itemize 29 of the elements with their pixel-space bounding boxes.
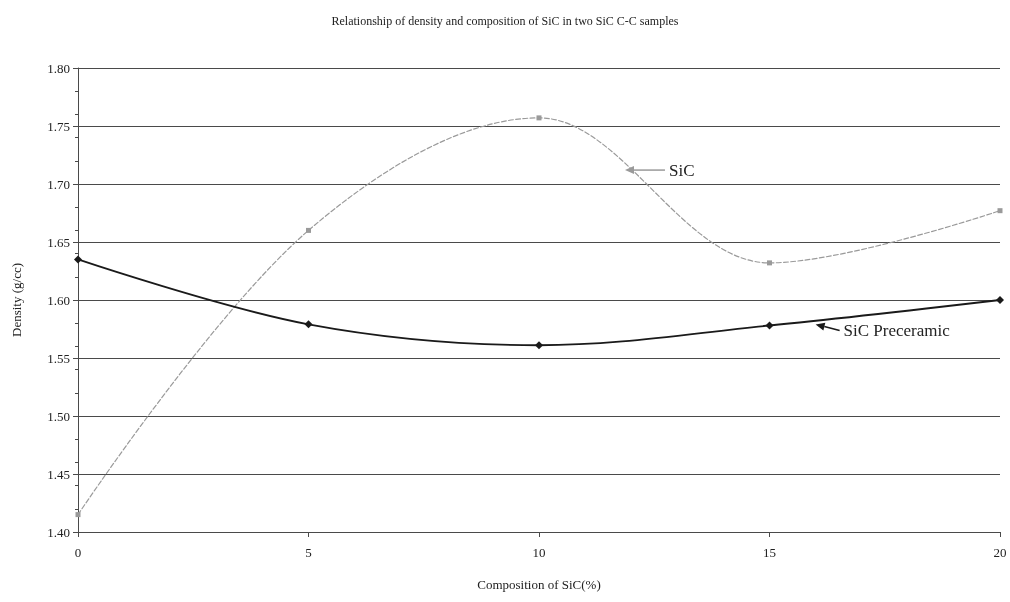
- point: [306, 227, 311, 233]
- x-tick-label: 10: [532, 545, 546, 560]
- point: [536, 115, 542, 121]
- x-tick-label: 15: [763, 545, 776, 560]
- point: [765, 321, 774, 330]
- point: [304, 320, 313, 329]
- y-tick-label: 1.40: [47, 524, 70, 540]
- y-tick-label: 1.75: [47, 118, 70, 134]
- x-axis-title: Composition of SiC(%): [477, 577, 601, 592]
- y-tick-label: 1.80: [47, 60, 70, 76]
- y-tick-label: 1.70: [47, 176, 70, 192]
- x-tick-label: 20: [993, 545, 1007, 560]
- y-tick-label: 1.45: [47, 466, 70, 482]
- y-tick-label: 1.60: [47, 292, 70, 308]
- y-tick-label: 1.65: [47, 234, 70, 250]
- point: [996, 296, 1004, 304]
- point: [75, 512, 81, 518]
- point: [535, 341, 543, 350]
- chart-title: Relationship of density and composition of SiC in two SiC C-C samples: [331, 14, 679, 28]
- x-tick-label: 0: [74, 545, 82, 560]
- y-tick-label: 1.55: [47, 350, 70, 366]
- point: [74, 255, 82, 264]
- point: [767, 260, 772, 266]
- legend-label: SiC: [668, 161, 695, 181]
- legend-label: SiC Preceramic: [843, 321, 951, 341]
- y-axis-title: Density (g/cc): [9, 262, 24, 338]
- y-tick-label: 1.50: [47, 408, 70, 424]
- x-tick-label: 5: [305, 545, 312, 560]
- point: [997, 208, 1003, 214]
